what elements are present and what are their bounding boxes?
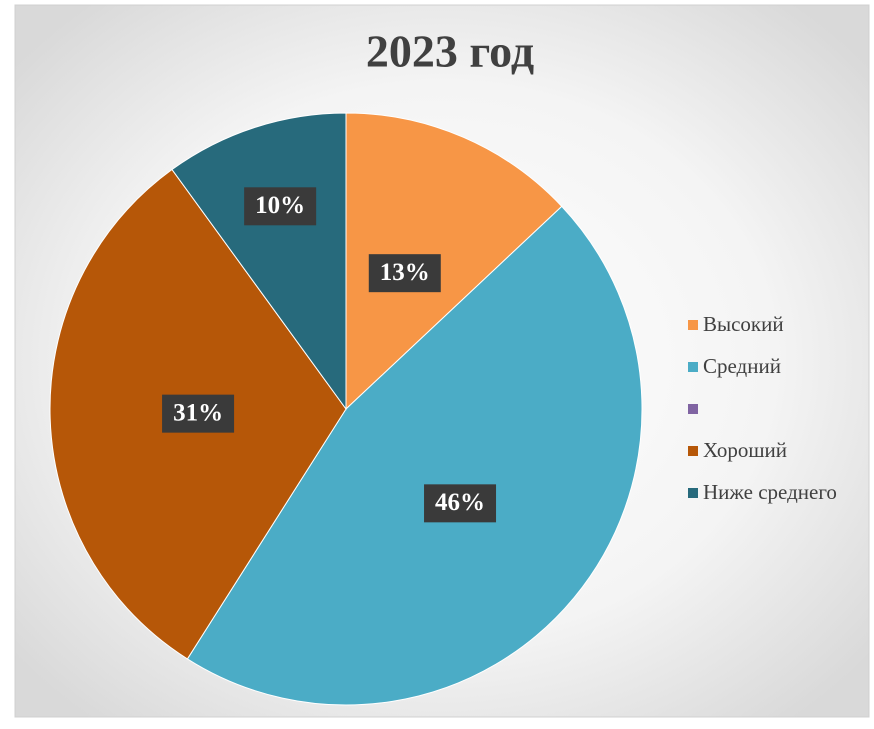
pie-slice: [186, 205, 643, 706]
pie-slice: [345, 112, 563, 411]
legend-label: Средний: [703, 354, 781, 378]
data-label-box: [368, 254, 441, 293]
data-label-box: [244, 187, 317, 226]
legend-label: Хороший: [703, 438, 787, 462]
data-label: 13%: [380, 259, 430, 286]
legend-label: Ниже среднего: [703, 480, 837, 504]
data-label-box: [162, 394, 235, 433]
pie-slice: [171, 112, 347, 411]
legend-swatch: [688, 446, 698, 456]
data-label-box: [424, 484, 497, 523]
legend-swatch: [688, 320, 698, 330]
legend-swatch: [688, 362, 698, 372]
legend-swatch: [688, 488, 698, 498]
data-label: 46%: [435, 489, 485, 516]
chart-title: 2023 год: [366, 26, 534, 77]
data-label: 10%: [255, 192, 305, 219]
legend-swatch: [688, 404, 698, 414]
legend-label: Высокий: [703, 312, 784, 336]
data-label: 31%: [173, 399, 223, 426]
